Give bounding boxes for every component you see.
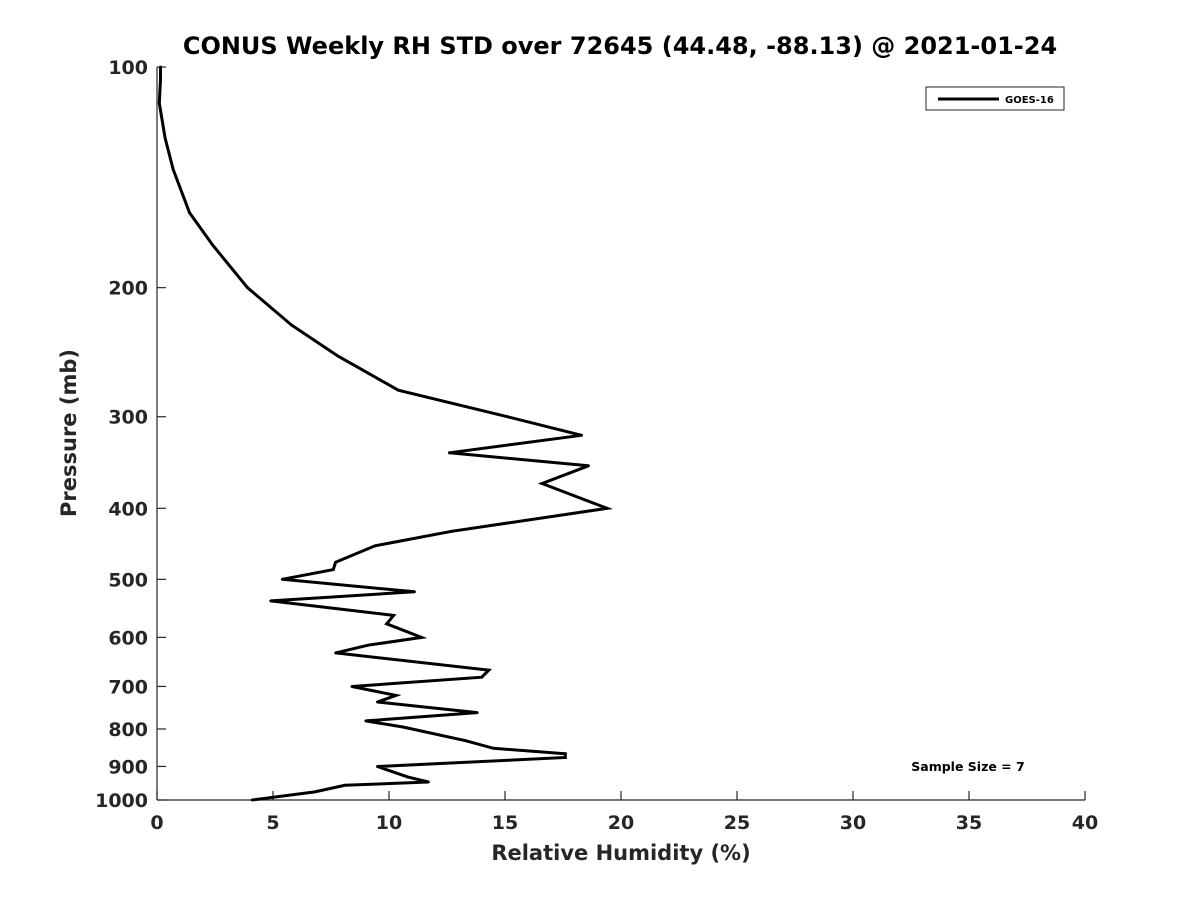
y-tick-label: 700 — [108, 676, 148, 698]
data-point — [475, 711, 479, 714]
data-point — [492, 746, 495, 750]
x-tick-label: 20 — [608, 812, 634, 834]
data-point — [159, 78, 162, 81]
data-point — [246, 286, 249, 290]
y-tick-label: 300 — [108, 407, 148, 429]
x-tick-group: 0 5 10 15 20 25 30 35 40 — [150, 791, 1098, 834]
data-point — [396, 388, 400, 392]
legend: GOES-16 — [925, 86, 1065, 111]
data-point — [343, 783, 347, 787]
data-point — [605, 506, 609, 510]
data-point — [313, 790, 317, 794]
x-tick-label: 40 — [1072, 812, 1098, 834]
x-tick-label: 30 — [840, 812, 866, 834]
y-tick-label: 500 — [108, 569, 148, 591]
y-axis-label: Pressure (mb) — [57, 349, 81, 517]
data-point — [373, 544, 377, 548]
data-point — [211, 243, 215, 247]
data-point — [171, 168, 175, 171]
data-point — [280, 577, 284, 581]
data-point — [420, 636, 423, 639]
data-point — [505, 415, 509, 419]
data-point — [427, 780, 430, 784]
x-tick-label: 15 — [492, 812, 518, 834]
data-point — [334, 560, 337, 564]
data-point — [480, 675, 484, 679]
series-line-goes-16 — [157, 67, 613, 802]
data-point — [334, 651, 337, 655]
data-point — [587, 464, 590, 468]
data-point — [364, 719, 368, 723]
x-tick-label: 0 — [150, 812, 163, 834]
sample-size-annotation: Sample Size = 7 — [911, 759, 1024, 774]
data-point — [163, 136, 167, 140]
chart-title: CONUS Weekly RH STD over 72645 (44.48, -… — [183, 32, 1057, 60]
data-point — [376, 700, 379, 704]
y-tick-label: 600 — [108, 627, 148, 649]
y-tick-label: 1000 — [95, 790, 148, 812]
plot-axes — [156, 67, 1085, 801]
data-point — [392, 614, 395, 617]
data-point — [157, 101, 161, 105]
data-point — [487, 668, 491, 672]
data-point — [563, 752, 567, 756]
data-point — [385, 622, 389, 626]
data-point — [394, 694, 398, 697]
y-tick-label: 100 — [108, 57, 148, 79]
x-axis-label: Relative Humidity (%) — [491, 841, 750, 865]
data-point — [336, 354, 340, 358]
data-point — [290, 323, 293, 327]
y-tick-label: 400 — [108, 498, 148, 520]
data-point — [580, 433, 583, 437]
data-point — [366, 643, 370, 647]
data-point — [159, 65, 162, 69]
y-tick-label: 200 — [108, 278, 148, 300]
data-point — [401, 725, 405, 729]
data-point — [447, 451, 451, 455]
data-point — [250, 798, 254, 802]
data-point — [450, 529, 453, 533]
series-group — [157, 65, 613, 802]
x-tick-label: 5 — [266, 812, 279, 834]
data-point — [188, 211, 191, 215]
data-point — [464, 739, 467, 743]
x-tick-label: 10 — [376, 812, 402, 834]
y-tick-label: 900 — [108, 756, 148, 778]
data-point — [350, 685, 354, 688]
y-tick-label: 800 — [108, 719, 148, 741]
data-point — [540, 482, 544, 485]
data-point — [376, 765, 379, 768]
data-point — [269, 599, 273, 603]
data-point — [406, 775, 409, 779]
x-tick-label: 25 — [724, 812, 750, 834]
y-tick-group: 100 200 300 400 500 600 700 800 900 1000 — [95, 57, 166, 812]
data-point — [413, 590, 416, 594]
data-point — [563, 756, 567, 759]
data-point — [331, 568, 335, 571]
legend-label-goes-16: GOES-16 — [1005, 95, 1054, 106]
x-tick-label: 35 — [956, 812, 982, 834]
